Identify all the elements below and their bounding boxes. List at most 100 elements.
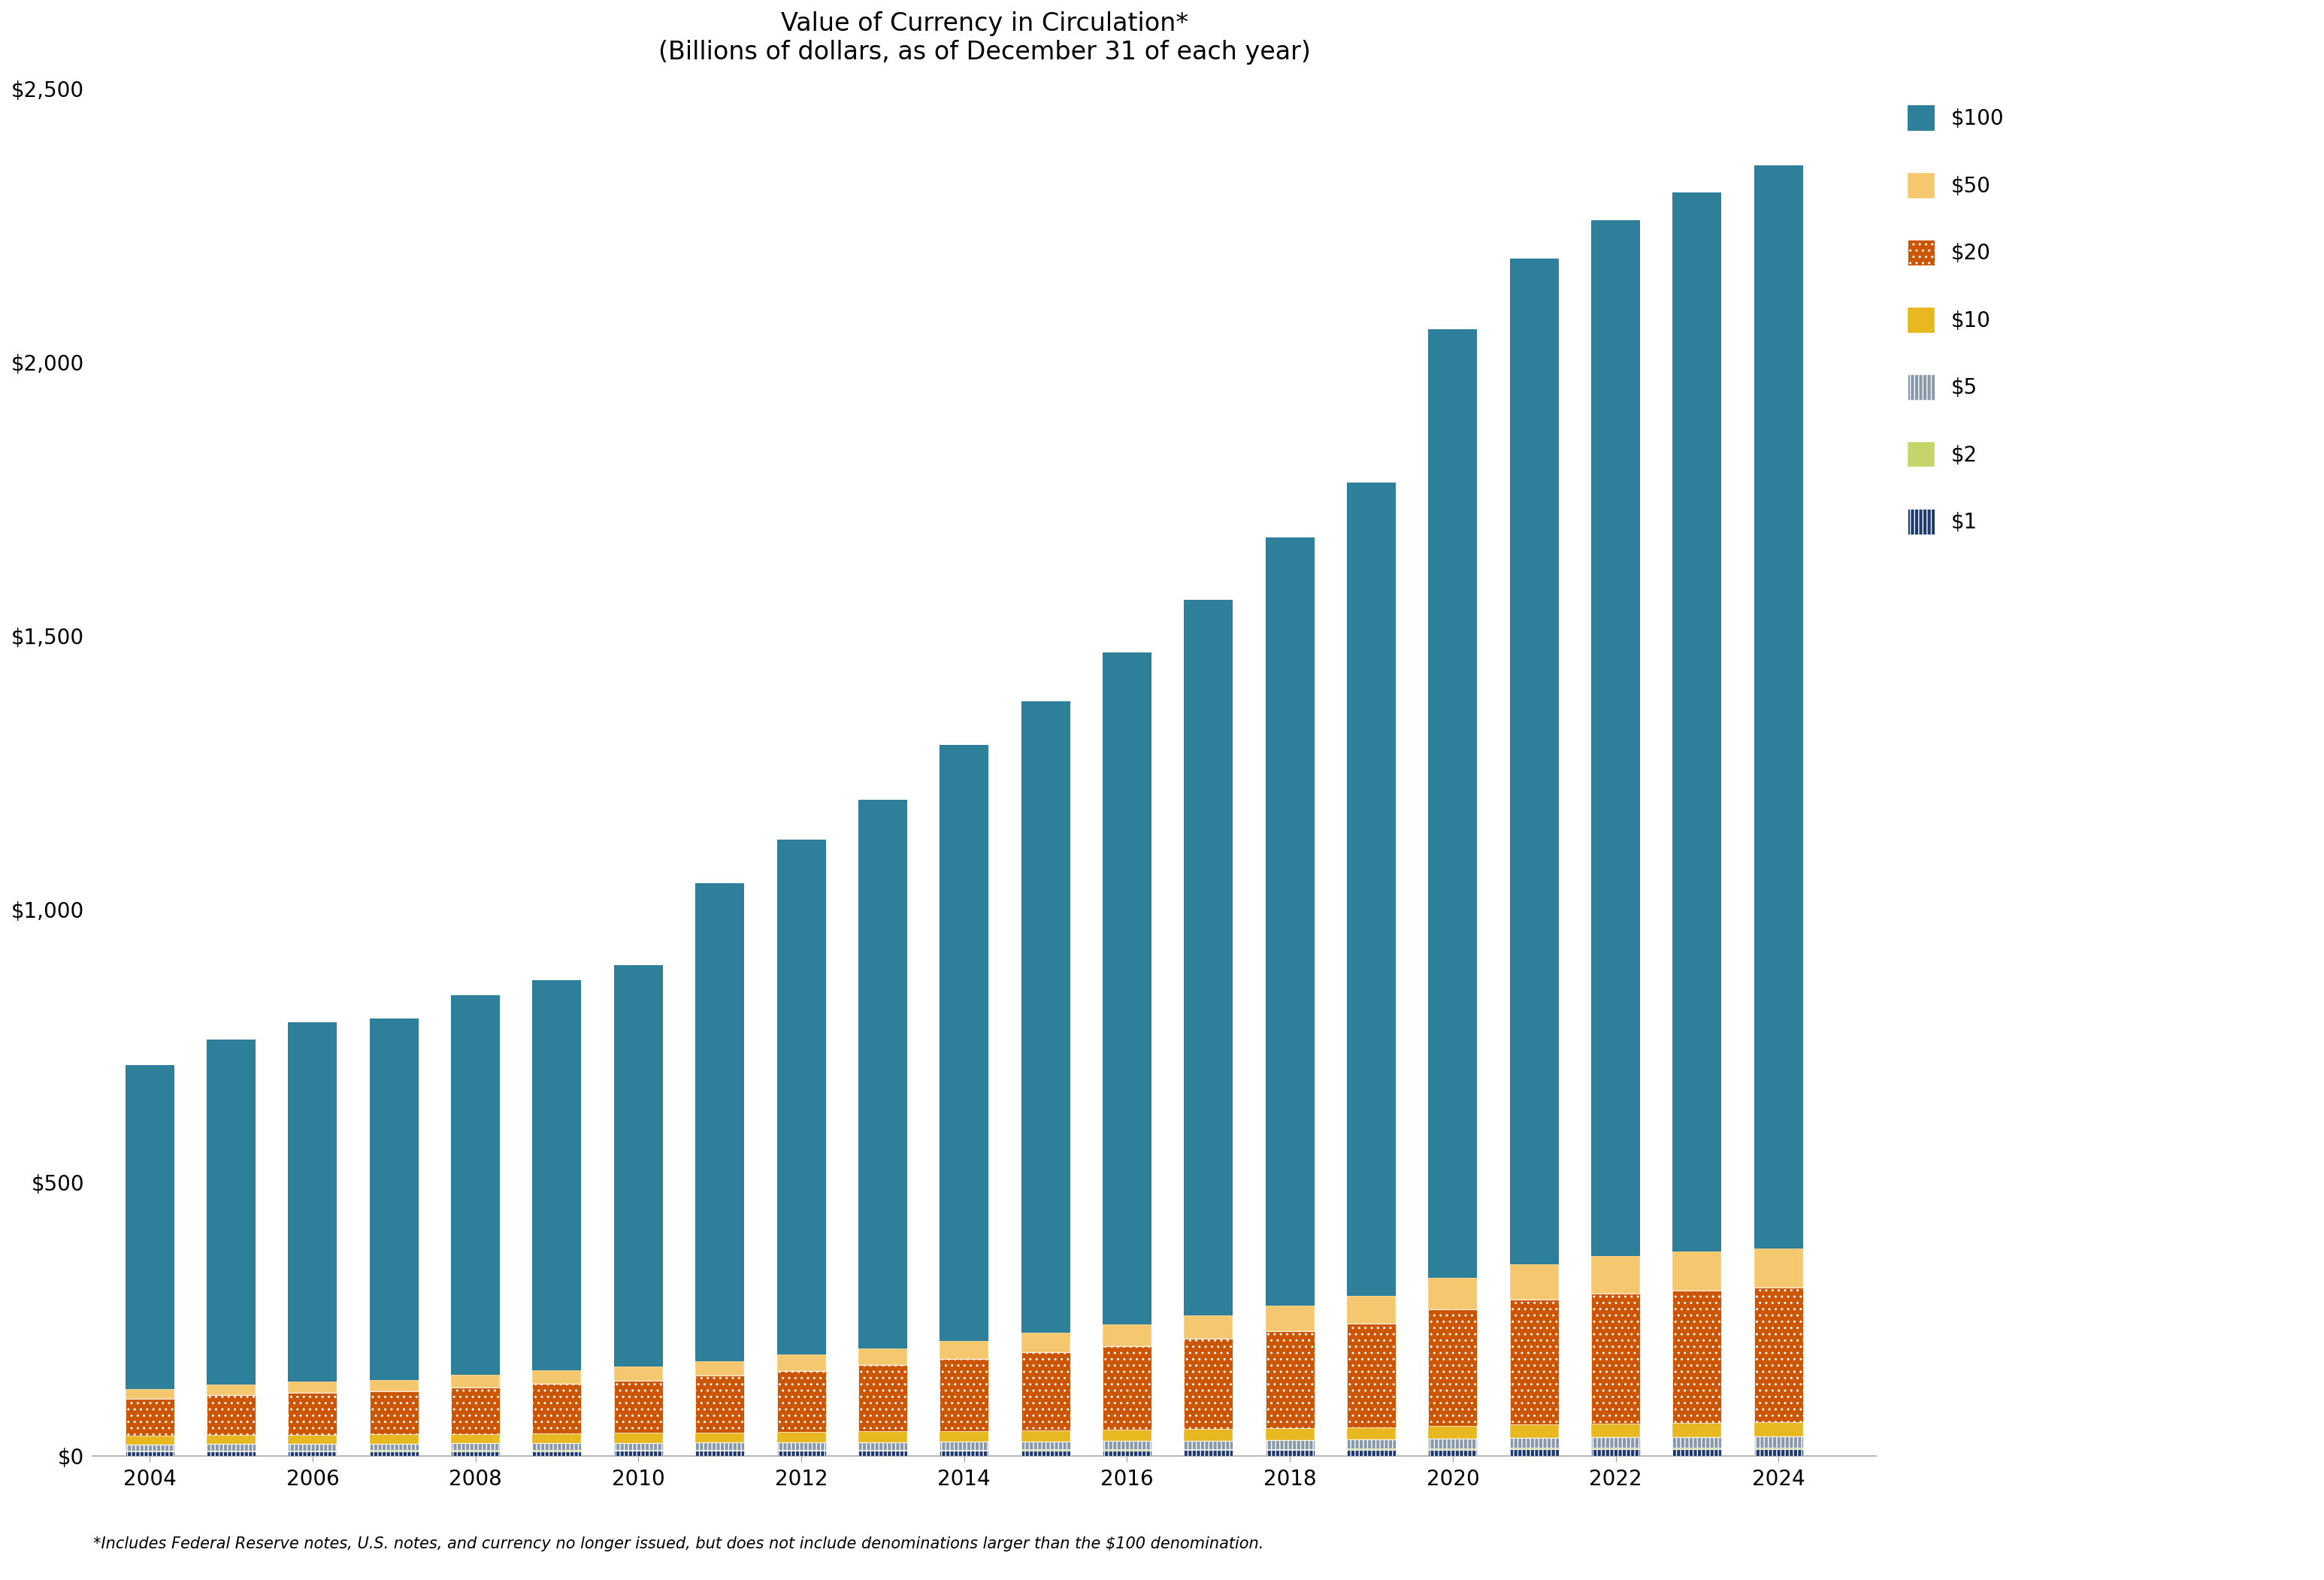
Bar bbox=[1429, 1425, 1478, 1439]
Bar bbox=[1348, 482, 1397, 1296]
Bar bbox=[1511, 1424, 1559, 1438]
Bar bbox=[776, 1443, 825, 1450]
Bar bbox=[858, 1348, 906, 1365]
Bar bbox=[1511, 1438, 1559, 1447]
Bar bbox=[1673, 1449, 1722, 1457]
Bar bbox=[776, 1371, 825, 1431]
Bar bbox=[939, 1443, 988, 1449]
Bar bbox=[858, 1443, 906, 1450]
Bar bbox=[1348, 1296, 1397, 1324]
Bar bbox=[1673, 1251, 1722, 1291]
Bar bbox=[1592, 1449, 1641, 1457]
Bar bbox=[858, 1450, 906, 1457]
Bar bbox=[451, 1444, 500, 1450]
Bar bbox=[1348, 1450, 1397, 1457]
Bar bbox=[695, 883, 744, 1360]
Bar bbox=[1102, 1441, 1150, 1449]
Bar bbox=[939, 1450, 988, 1457]
Bar bbox=[1429, 1278, 1478, 1310]
Bar bbox=[125, 1389, 174, 1398]
Bar bbox=[1183, 1338, 1234, 1428]
Bar bbox=[1183, 1450, 1234, 1457]
Title: Value of Currency in Circulation*
(Billions of dollars, as of December 31 of eac: Value of Currency in Circulation* (Billi… bbox=[658, 11, 1311, 65]
Bar bbox=[1673, 1422, 1722, 1436]
Bar bbox=[288, 1435, 337, 1444]
Bar bbox=[288, 1022, 337, 1381]
Bar bbox=[1102, 1450, 1150, 1457]
Bar bbox=[1673, 193, 1722, 1251]
Bar bbox=[288, 1392, 337, 1435]
Bar bbox=[1267, 1441, 1315, 1449]
Bar bbox=[614, 1381, 662, 1433]
Bar bbox=[370, 1392, 418, 1435]
Bar bbox=[939, 1341, 988, 1359]
Bar bbox=[1511, 258, 1559, 1264]
Bar bbox=[1755, 1449, 1803, 1457]
Bar bbox=[288, 1444, 337, 1450]
Bar bbox=[532, 980, 581, 1370]
Bar bbox=[1102, 1346, 1150, 1430]
Bar bbox=[125, 1436, 174, 1444]
Bar bbox=[1673, 1436, 1722, 1447]
Bar bbox=[125, 1444, 174, 1450]
Bar bbox=[614, 1433, 662, 1443]
Bar bbox=[1348, 1427, 1397, 1439]
Bar bbox=[1592, 220, 1641, 1256]
Bar bbox=[370, 1444, 418, 1450]
Bar bbox=[1755, 1436, 1803, 1447]
Bar bbox=[451, 1387, 500, 1433]
Bar bbox=[1102, 1430, 1150, 1441]
Bar bbox=[939, 1359, 988, 1431]
Bar bbox=[695, 1433, 744, 1443]
Bar bbox=[288, 1450, 337, 1457]
Bar bbox=[776, 1431, 825, 1443]
Bar bbox=[1592, 1438, 1641, 1447]
Bar bbox=[125, 1065, 174, 1389]
Bar bbox=[776, 1354, 825, 1371]
Bar bbox=[1755, 1288, 1803, 1422]
Bar bbox=[1755, 1447, 1803, 1449]
Bar bbox=[614, 965, 662, 1367]
Bar bbox=[695, 1376, 744, 1433]
Bar bbox=[614, 1443, 662, 1450]
Bar bbox=[1348, 1324, 1397, 1427]
Bar bbox=[125, 1452, 174, 1457]
Bar bbox=[939, 1431, 988, 1443]
Bar bbox=[1592, 1256, 1641, 1294]
Bar bbox=[1429, 329, 1478, 1278]
Bar bbox=[1511, 1264, 1559, 1299]
Bar bbox=[207, 1395, 256, 1435]
Bar bbox=[370, 1379, 418, 1392]
Bar bbox=[1183, 600, 1234, 1315]
Bar bbox=[776, 1450, 825, 1457]
Bar bbox=[939, 746, 988, 1341]
Bar bbox=[1592, 1294, 1641, 1424]
Bar bbox=[695, 1443, 744, 1450]
Bar bbox=[1267, 1332, 1315, 1428]
Legend: $100, $50, $20, $10, $5, $2, $1: $100, $50, $20, $10, $5, $2, $1 bbox=[1901, 100, 2010, 540]
Bar bbox=[451, 1450, 500, 1457]
Bar bbox=[125, 1398, 174, 1436]
Bar bbox=[776, 839, 825, 1354]
Bar bbox=[207, 1435, 256, 1444]
Bar bbox=[207, 1444, 256, 1450]
Bar bbox=[207, 1384, 256, 1395]
Bar bbox=[1020, 702, 1069, 1334]
Bar bbox=[1511, 1449, 1559, 1457]
Bar bbox=[1511, 1299, 1559, 1424]
Bar bbox=[1267, 1305, 1315, 1332]
Bar bbox=[1267, 537, 1315, 1305]
Bar bbox=[532, 1450, 581, 1457]
Text: *Includes Federal Reserve notes, U.S. notes, and currency no longer issued, but : *Includes Federal Reserve notes, U.S. no… bbox=[93, 1536, 1264, 1552]
Bar bbox=[858, 799, 906, 1348]
Bar bbox=[1267, 1428, 1315, 1441]
Bar bbox=[370, 1450, 418, 1457]
Bar bbox=[532, 1443, 581, 1450]
Bar bbox=[695, 1450, 744, 1457]
Bar bbox=[370, 1019, 418, 1379]
Bar bbox=[1020, 1450, 1069, 1457]
Bar bbox=[1592, 1424, 1641, 1438]
Bar bbox=[451, 1433, 500, 1444]
Bar bbox=[1020, 1352, 1069, 1430]
Bar bbox=[1020, 1334, 1069, 1352]
